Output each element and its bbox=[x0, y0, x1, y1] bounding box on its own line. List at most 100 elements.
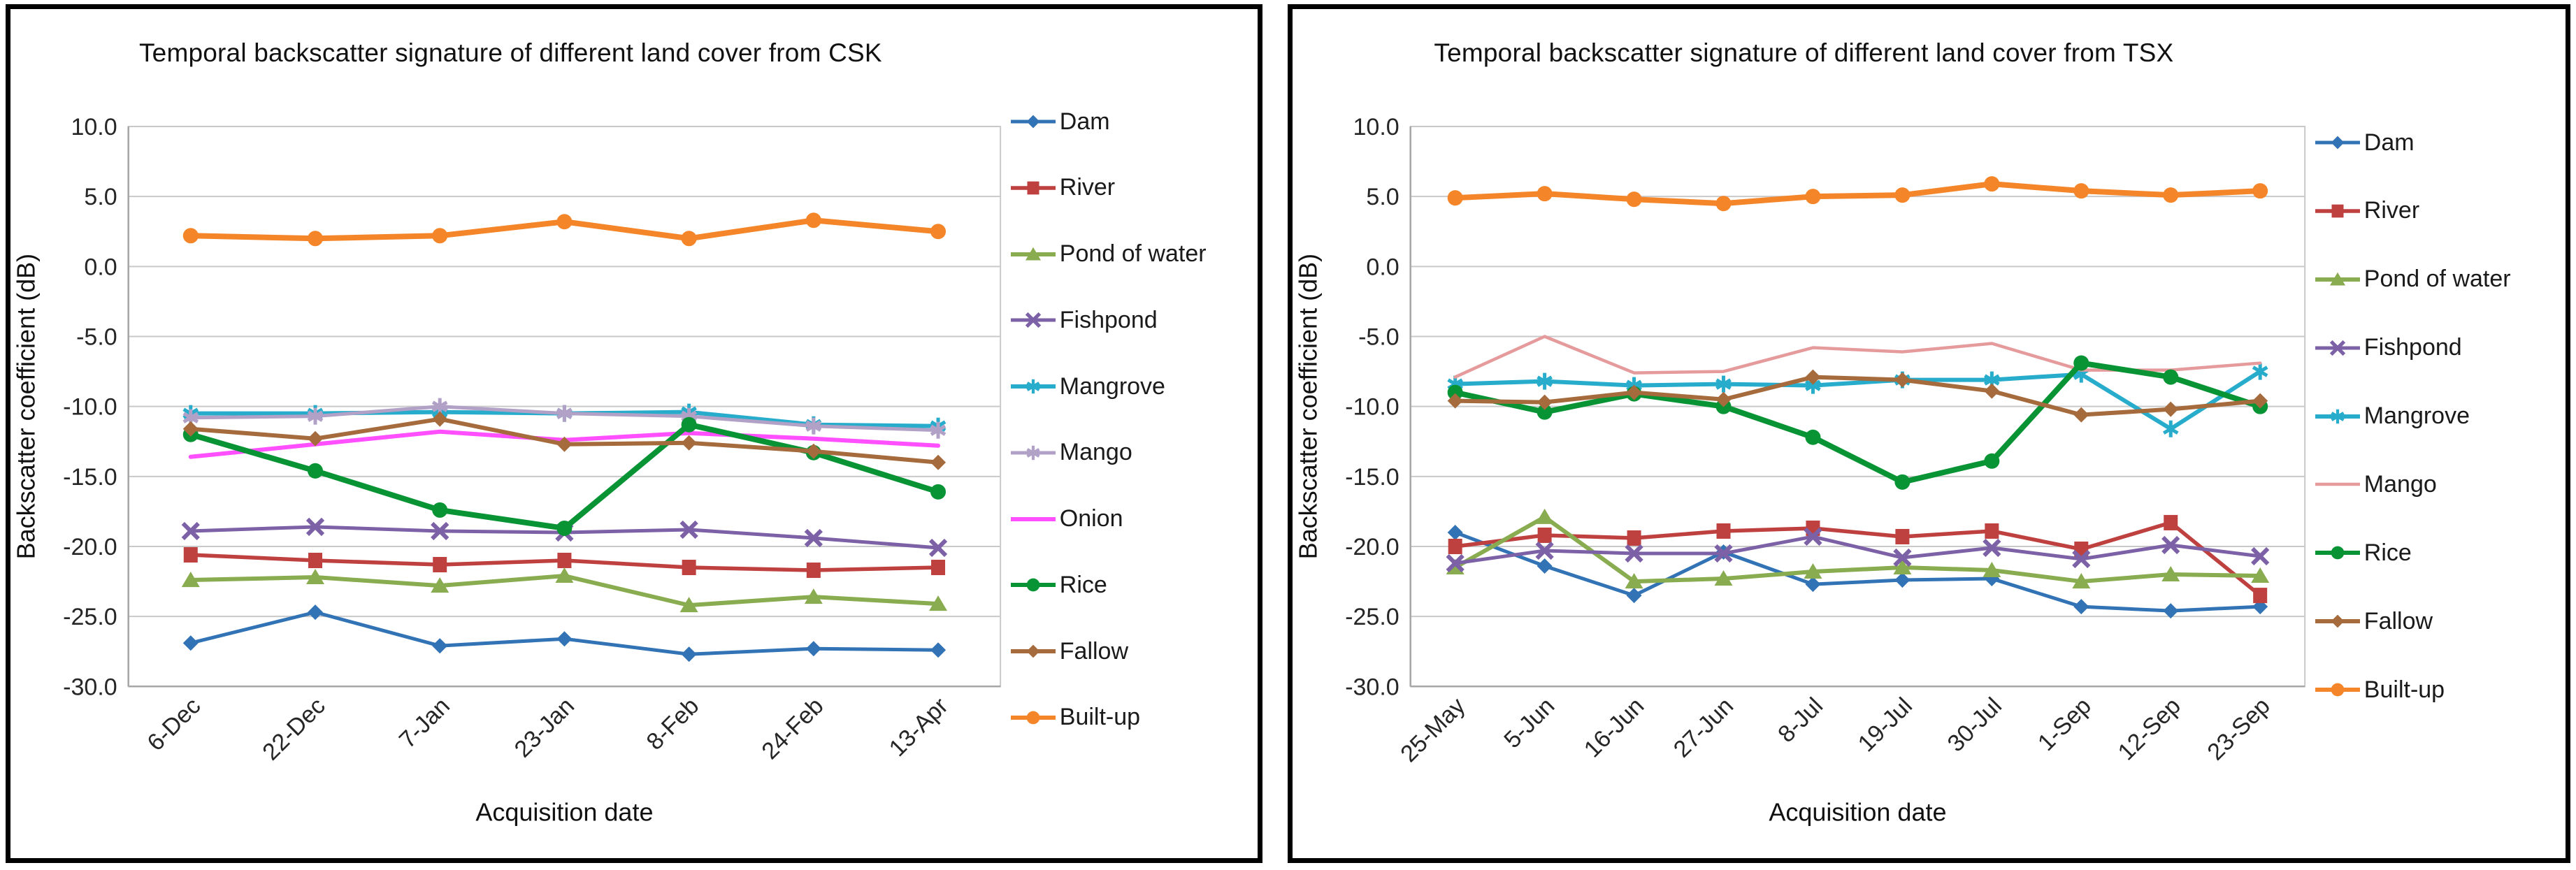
y-tick-label: -20.0 bbox=[1345, 534, 1399, 560]
series-pond-of-water bbox=[1446, 508, 2270, 588]
legend-label: Onion bbox=[1059, 505, 1123, 532]
csk-legend: Dam River Pond of water Fishpond Mangrove Man… bbox=[1010, 9, 1258, 858]
series-rice bbox=[1447, 355, 2268, 490]
series-dam bbox=[182, 604, 947, 662]
series-mango bbox=[182, 398, 947, 439]
mango-legend-marker bbox=[1010, 445, 1056, 461]
legend-item-fallow: Fallow bbox=[2315, 607, 2563, 636]
x-tick-label: 23-Sep bbox=[2202, 693, 2275, 765]
y-tick-label: -10.0 bbox=[1345, 393, 1399, 420]
fallow-legend-marker bbox=[1010, 644, 1056, 658]
legend-item-river: River bbox=[1010, 173, 1255, 203]
legend-label: Fallow bbox=[2363, 607, 2433, 635]
x-tick-label: 1-Sep bbox=[2033, 693, 2096, 756]
fallow-legend-marker bbox=[2315, 614, 2360, 628]
legend-item-mango: Mango bbox=[2315, 470, 2563, 499]
csk-chart-title: Temporal backscatter signature of differ… bbox=[138, 38, 882, 67]
legend-item-dam: Dam bbox=[1010, 107, 1255, 136]
legend-label: Mangrove bbox=[1059, 372, 1165, 400]
built-up-legend-marker bbox=[2315, 683, 2360, 697]
legend-item-dam: Dam bbox=[2315, 128, 2563, 157]
dam-legend-marker bbox=[1010, 115, 1056, 129]
pond-of-water-legend-marker bbox=[2315, 272, 2360, 286]
dam-legend-marker bbox=[2315, 136, 2360, 150]
river-legend-marker bbox=[2315, 204, 2360, 218]
legend-label: Rice bbox=[2363, 539, 2412, 566]
legend-item-river: River bbox=[2315, 196, 2563, 226]
mangrove-legend-marker bbox=[1010, 379, 1056, 394]
x-tick-label: 25-May bbox=[1395, 693, 1470, 767]
y-tick-label: -30.0 bbox=[1345, 674, 1399, 700]
tsx-chart-title: Temporal backscatter signature of differ… bbox=[1434, 38, 2174, 67]
legend-label: Dam bbox=[2363, 129, 2415, 156]
csk-chart-plot: 10.0 5.0 0.0 -5.0 -10.0 -15.0 -20.0 -25.0 -30.0 6… bbox=[12, 114, 1002, 826]
x-tick-label: 8-Feb bbox=[642, 693, 705, 755]
legend-label: Mango bbox=[2363, 470, 2437, 498]
csk-chart-area: Temporal backscatter signature of differ… bbox=[10, 9, 1011, 858]
y-tick-label: -20.0 bbox=[63, 534, 117, 560]
series-pond-of-water bbox=[181, 567, 948, 612]
legend-label: Pond of water bbox=[1059, 240, 1207, 268]
series-fallow bbox=[1447, 369, 2268, 423]
legend-item-mangrove: Mangrove bbox=[1010, 372, 1255, 401]
tsx-chart-area: Temporal backscatter signature of differ… bbox=[1293, 9, 2315, 858]
x-tick-label: 5-Jun bbox=[1499, 693, 1560, 753]
rice-legend-marker bbox=[1010, 579, 1056, 592]
x-tick-label: 8-Jul bbox=[1773, 693, 1828, 748]
series-fallow bbox=[182, 411, 947, 470]
x-axis-title: Acquisition date bbox=[1769, 797, 1946, 826]
x-tick-label: 24-Feb bbox=[756, 693, 828, 764]
x-tick-label: 13-Apr bbox=[884, 693, 954, 762]
legend-label: Built-up bbox=[1059, 704, 1141, 731]
y-tick-label: 10.0 bbox=[71, 114, 117, 140]
fishpond-legend-marker bbox=[2315, 340, 2360, 356]
legend-label: River bbox=[1059, 174, 1116, 201]
y-tick-label: 10.0 bbox=[1353, 114, 1399, 140]
csk-panel: Temporal backscatter signature of differ… bbox=[6, 4, 1262, 863]
legend-item-built-up: Built-up bbox=[2315, 675, 2563, 704]
legend-item-fallow: Fallow bbox=[1010, 637, 1255, 666]
x-tick-label: 6-Dec bbox=[142, 693, 206, 756]
y-tick-label: -5.0 bbox=[76, 324, 117, 350]
y-tick-label: -15.0 bbox=[1345, 463, 1399, 490]
y-tick-label: -25.0 bbox=[63, 604, 117, 630]
legend-label: Pond of water bbox=[2363, 266, 2511, 293]
tsx-panel: Temporal backscatter signature of differ… bbox=[1288, 4, 2570, 863]
onion-legend-marker bbox=[1010, 516, 1056, 521]
legend-label: Mango bbox=[1059, 439, 1132, 466]
y-tick-label: 5.0 bbox=[84, 184, 117, 210]
legend-item-rice: Rice bbox=[1010, 570, 1255, 600]
tsx-chart-plot: 10.05.00.0-5.0-10.0-15.0-20.0-25.0-30.02… bbox=[1294, 114, 2306, 826]
series-river bbox=[183, 546, 946, 578]
x-tick-label: 12-Sep bbox=[2113, 693, 2185, 765]
y-tick-label: -25.0 bbox=[1345, 604, 1399, 630]
legend-item-pond-of-water: Pond of water bbox=[1010, 240, 1255, 269]
fishpond-legend-marker bbox=[1010, 312, 1056, 328]
series-dam bbox=[1447, 524, 2268, 618]
legend-item-built-up: Built-up bbox=[1010, 703, 1255, 732]
pond-of-water-legend-marker bbox=[1010, 247, 1056, 261]
legend-label: Fishpond bbox=[1059, 306, 1158, 333]
legend-item-pond-of-water: Pond of water bbox=[2315, 265, 2563, 294]
x-tick-label: 30-Jul bbox=[1943, 693, 2007, 757]
mango-legend-marker bbox=[2315, 483, 2360, 486]
y-tick-label: 0.0 bbox=[84, 254, 117, 280]
rice-legend-marker bbox=[2315, 546, 2360, 560]
x-tick-label: 23-Jan bbox=[510, 693, 580, 762]
tsx-legend: Dam River Pond of water Fishpond Mangrove Man… bbox=[2315, 9, 2566, 858]
y-axis-title: Backscatter coefficient (dB) bbox=[1294, 254, 1323, 560]
legend-item-mangrove: Mangrove bbox=[2315, 402, 2563, 431]
x-tick-label: 7-Jan bbox=[394, 693, 455, 753]
x-axis-title: Acquisition date bbox=[475, 797, 653, 826]
river-legend-marker bbox=[1010, 181, 1056, 195]
legend-label: River bbox=[2363, 197, 2420, 224]
series-river bbox=[1448, 514, 2268, 603]
series-fishpond bbox=[1446, 527, 2270, 572]
y-tick-label: -10.0 bbox=[63, 393, 117, 420]
y-tick-label: 5.0 bbox=[1366, 184, 1399, 210]
x-tick-label: 22-Dec bbox=[257, 693, 330, 765]
legend-label: Mangrove bbox=[2363, 403, 2470, 429]
y-tick-label: -15.0 bbox=[63, 463, 117, 490]
legend-item-fishpond: Fishpond bbox=[1010, 305, 1255, 335]
legend-item-onion: Onion bbox=[1010, 505, 1255, 534]
